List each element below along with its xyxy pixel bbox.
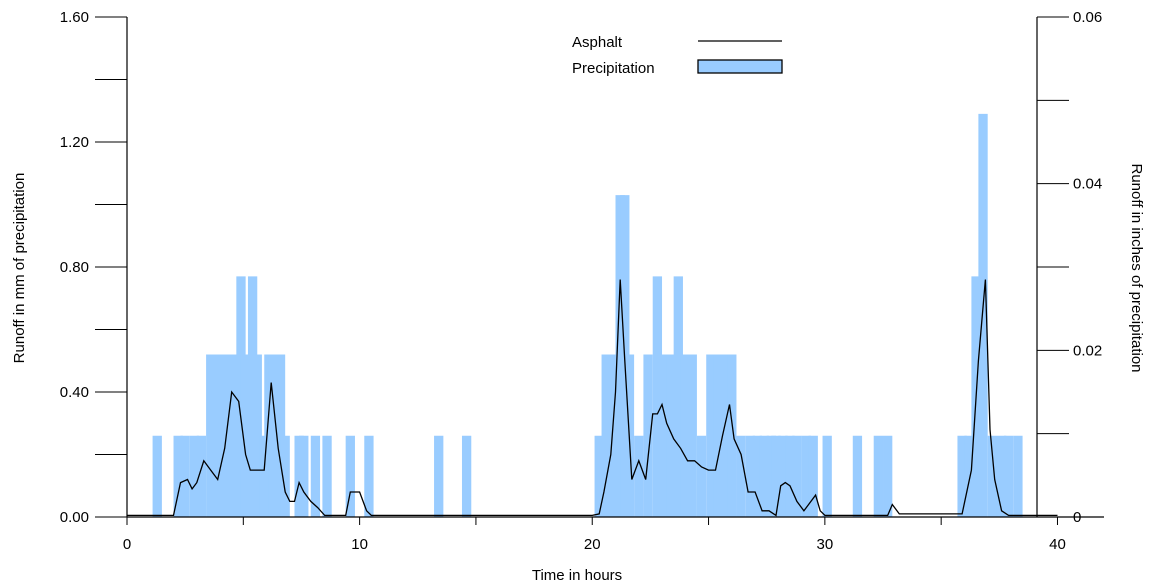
precipitation-bar <box>680 354 690 517</box>
precipitation-bar <box>706 354 716 517</box>
precipitation-bar <box>634 435 644 517</box>
precipitation-bar <box>687 354 697 517</box>
precipitation-bar <box>673 276 683 517</box>
precipitation-bar <box>608 354 618 517</box>
left-y-tick-label: 0.40 <box>60 384 89 401</box>
precipitation-bar <box>822 435 832 517</box>
legend-label-asphalt: Asphalt <box>572 34 623 51</box>
precipitation-bar <box>978 113 988 517</box>
precipitation-bar <box>240 354 251 517</box>
precipitation-bar <box>883 435 893 517</box>
left-y-tick-label: 0.80 <box>60 259 89 276</box>
precipitation-bar <box>808 435 818 517</box>
right-y-tick-label: 0.02 <box>1073 342 1102 359</box>
precipitation-bar <box>189 435 200 517</box>
right-y-tick-label: 0 <box>1073 509 1081 526</box>
x-tick-label: 20 <box>584 536 601 553</box>
precipitation-bar <box>280 435 290 517</box>
precipitation-bar <box>666 354 676 517</box>
precipitation-bar <box>957 435 967 517</box>
precipitation-bar <box>792 435 802 517</box>
right-y-axis-title: Runoff in inches of precipitation <box>1128 163 1145 372</box>
x-tick-label: 30 <box>817 536 834 553</box>
precipitation-bar <box>322 435 332 517</box>
precipitation-bar <box>801 435 811 517</box>
precipitation-bar <box>720 354 730 517</box>
asphalt-series-line <box>127 279 1058 517</box>
precipitation-bar <box>173 435 183 517</box>
left-y-tick-label: 0.00 <box>60 509 89 526</box>
axes: 0.00 0.40 0.80 1.20 1.60 0 0.02 0.04 0.06 0 10 20 30… <box>60 9 1104 553</box>
precipitation-bar <box>759 435 770 517</box>
precipitation-bar <box>696 435 707 517</box>
precipitation-bar <box>736 435 746 517</box>
precipitation-bar <box>873 435 884 517</box>
precipitation-bar <box>1003 435 1014 517</box>
precipitation-bar <box>771 435 781 517</box>
precipitation-bar <box>615 195 625 517</box>
precipitation-bar <box>268 354 279 517</box>
precipitation-bar <box>152 435 162 517</box>
precipitation-bar <box>987 435 997 517</box>
x-tick-label: 0 <box>123 536 131 553</box>
precipitation-bar <box>229 354 239 517</box>
precipitation-bar <box>852 435 863 517</box>
left-y-axis-title: Runoff in mm of precipitation <box>11 173 28 364</box>
x-tick-label: 40 <box>1049 536 1066 553</box>
precipitation-bar <box>364 435 374 517</box>
precipitation-bar <box>964 435 974 517</box>
precipitation-bar <box>727 354 737 517</box>
precipitation-bar <box>785 435 795 517</box>
precipitation-bar <box>196 435 207 517</box>
right-y-tick-label: 0.06 <box>1073 9 1102 26</box>
precipitation-bar <box>778 435 788 517</box>
left-y-tick-label: 1.60 <box>60 9 89 26</box>
precipitation-bar <box>180 435 190 517</box>
precipitation-bar <box>659 354 670 517</box>
precipitation-bar <box>752 435 763 517</box>
precipitation-bar <box>594 435 604 517</box>
asphalt-line-layer <box>127 279 1058 517</box>
precipitation-bars <box>152 113 1023 517</box>
legend: Asphalt Precipitation <box>572 34 783 77</box>
right-y-tick-label: 0.04 <box>1073 176 1102 193</box>
precipitation-bar <box>434 435 444 517</box>
precipitation-bar <box>310 435 321 517</box>
precipitation-bar <box>345 435 355 517</box>
precipitation-bar <box>745 435 756 517</box>
precipitation-bar <box>210 354 221 517</box>
precipitation-bar <box>1013 435 1023 517</box>
precipitation-bar <box>222 354 232 517</box>
precipitation-bar <box>299 435 309 517</box>
precipitation-bar <box>461 435 472 517</box>
legend-swatch-precipitation <box>697 59 783 74</box>
precipitation-bar <box>601 354 611 517</box>
x-axis-title: Time in hours <box>532 567 622 584</box>
precipitation-bar <box>996 435 1007 517</box>
precipitation-bar <box>252 354 262 517</box>
precipitation-bar <box>643 354 653 517</box>
x-tick-label: 10 <box>351 536 368 553</box>
precipitation-bar <box>652 276 663 517</box>
left-y-tick-label: 1.20 <box>60 134 89 151</box>
precipitation-bar <box>713 354 723 517</box>
legend-label-precipitation: Precipitation <box>572 60 655 77</box>
